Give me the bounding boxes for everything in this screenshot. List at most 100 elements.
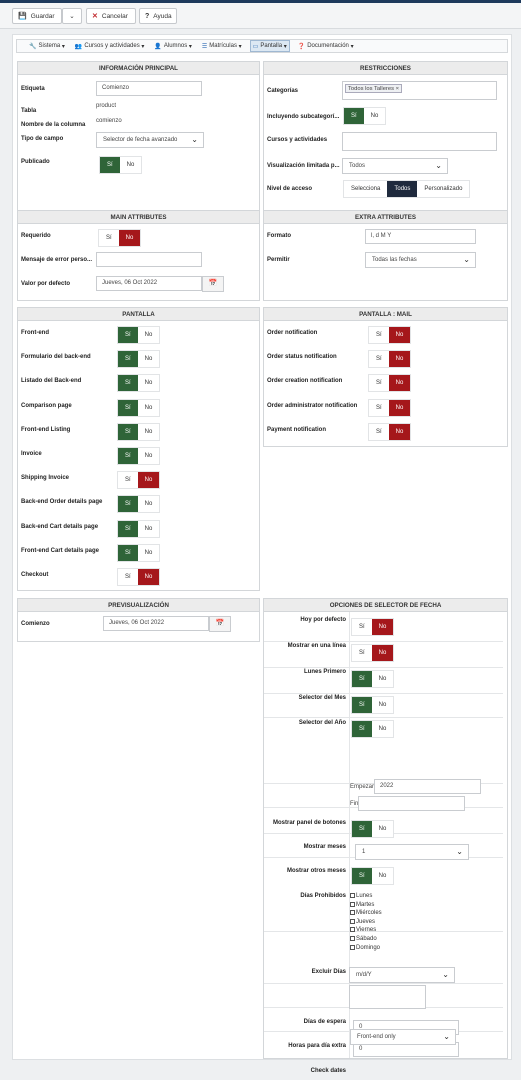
nivel-toggle[interactable]: Selecciona Todos Personalizado xyxy=(343,180,471,198)
toggle-no[interactable]: No xyxy=(388,423,411,440)
toggle-no[interactable]: No xyxy=(137,544,160,561)
checkbox-icon[interactable] xyxy=(350,918,355,924)
day-checkbox[interactable]: Viernes xyxy=(350,927,376,933)
preview-date-input[interactable]: Jueves, 06 Oct 2022 xyxy=(103,616,209,631)
yes-no-toggle[interactable]: Sí No xyxy=(117,350,161,369)
toggle-no[interactable]: No xyxy=(388,327,411,343)
yes-no-toggle[interactable]: Sí No xyxy=(368,374,412,393)
menu-item-sistema[interactable]: 🔧 Sistema ▾ xyxy=(29,43,65,50)
day-checkbox[interactable]: Jueves xyxy=(350,918,375,925)
toggle-no[interactable]: No xyxy=(388,399,411,416)
yes-no-toggle[interactable]: Sí No xyxy=(117,543,161,562)
day-checkbox[interactable]: Lunes xyxy=(350,893,372,899)
permitir-select[interactable]: Todas las fechas ⌄ xyxy=(365,252,476,268)
toggle-yes[interactable]: Sí xyxy=(369,375,389,392)
yes-no-toggle[interactable]: Sí No xyxy=(117,422,161,441)
toggle-no[interactable]: No xyxy=(137,448,160,464)
excluir-textarea[interactable] xyxy=(349,985,426,1009)
help-button[interactable]: ? Ayuda xyxy=(139,8,177,24)
yes-no-toggle[interactable]: Sí No xyxy=(117,495,161,514)
save-button[interactable]: 💾 Guardar xyxy=(12,8,62,24)
yes-no-toggle[interactable]: Sí No xyxy=(117,568,161,586)
day-checkbox[interactable]: Martes xyxy=(350,901,374,908)
toggle-yes[interactable]: Sí xyxy=(118,327,138,343)
toggle-no[interactable]: No xyxy=(137,327,160,343)
etiqueta-input[interactable]: Comienzo xyxy=(96,81,202,96)
checkbox-icon[interactable] xyxy=(350,936,355,941)
toggle-yes[interactable]: Sí xyxy=(118,351,138,368)
toggle-yes[interactable]: Sí xyxy=(118,399,138,416)
checkbox-icon[interactable] xyxy=(350,910,355,916)
cancel-button[interactable]: ✕ Cancelar xyxy=(86,8,136,24)
yes-no-toggle[interactable]: Sí No xyxy=(117,398,161,417)
menu-item-alumnos[interactable]: 👤 Alumnos ▾ xyxy=(154,43,192,50)
toggle-yes[interactable]: Sí xyxy=(118,375,138,392)
day-checkbox[interactable]: Domingo xyxy=(350,944,380,951)
menu-item-cursos[interactable]: 👥 Cursos y actividades ▾ xyxy=(74,43,145,50)
checkbox-icon[interactable] xyxy=(350,893,355,898)
visualizacion-select[interactable]: Todos ⌄ xyxy=(342,158,448,174)
tipo-select[interactable]: Selector de fecha avanzado ⌄ xyxy=(96,132,204,148)
menu-item-documentacion[interactable]: ❓ Documentación ▾ xyxy=(297,43,354,50)
defecto-input[interactable]: Jueves, 06 Oct 2022 xyxy=(96,276,202,291)
yes-no-toggle[interactable]: Sí No xyxy=(117,326,161,344)
toggle-yes[interactable]: Sí xyxy=(118,569,138,585)
toggle-yes[interactable]: Sí xyxy=(118,472,138,489)
linea-toggle[interactable]: Sí No xyxy=(351,644,395,662)
error-input[interactable] xyxy=(96,252,202,267)
yes-no-toggle[interactable]: Sí No xyxy=(117,471,161,490)
toggle-yes[interactable]: Sí xyxy=(369,327,389,343)
toggle-no[interactable]: No xyxy=(137,569,160,585)
toggle-yes[interactable]: Sí xyxy=(118,448,138,464)
day-checkbox[interactable]: Sábado xyxy=(350,936,377,942)
yes-no-toggle[interactable]: Sí No xyxy=(368,398,412,417)
categorias-input[interactable]: Todos los Talleres × xyxy=(342,81,497,100)
checkbox-icon[interactable] xyxy=(350,901,355,907)
yes-no-toggle[interactable]: Sí No xyxy=(368,350,412,369)
calendar-icon[interactable]: 📅 xyxy=(202,276,224,292)
toggle-no[interactable]: No xyxy=(388,375,411,392)
toggle-yes[interactable]: Sí xyxy=(369,399,389,416)
toggle-yes[interactable]: Sí xyxy=(118,544,138,561)
toggle-yes[interactable]: Sí xyxy=(118,423,138,440)
toggle-yes[interactable]: Sí xyxy=(369,351,389,368)
toggle-yes[interactable]: Sí xyxy=(369,423,389,440)
check-dates-select[interactable]: Front-end only ⌄ xyxy=(350,1029,456,1045)
yes-no-toggle[interactable]: Sí No xyxy=(117,374,161,393)
excluir-select[interactable]: m/d/Y ⌄ xyxy=(349,967,455,983)
save-options-dropdown[interactable]: ⌄ xyxy=(62,8,82,24)
calendar-icon[interactable]: 📅 xyxy=(209,616,231,632)
day-checkbox[interactable]: Miércoles xyxy=(350,910,382,916)
meses-select[interactable]: 1 ⌄ xyxy=(355,844,469,860)
menu-item-pantalla[interactable]: ▭ Pantalla ▾ xyxy=(249,40,290,52)
anio-toggle[interactable]: Sí No xyxy=(351,720,395,738)
subcategorias-toggle[interactable]: Sí No xyxy=(343,107,387,125)
publicado-toggle[interactable]: Sí No xyxy=(99,156,143,174)
otros-meses-toggle[interactable]: Sí No xyxy=(351,867,395,885)
toggle-no[interactable]: No xyxy=(137,423,160,440)
toggle-no[interactable]: No xyxy=(137,520,160,537)
empezar-input[interactable]: 2022 xyxy=(374,779,481,794)
requerido-toggle[interactable]: Sí No xyxy=(98,229,142,247)
toggle-no[interactable]: No xyxy=(137,472,160,489)
menu-item-matriculas[interactable]: ☰ Matrículas ▾ xyxy=(201,43,242,50)
formato-input[interactable]: l, d M Y xyxy=(365,229,476,244)
lunes-toggle[interactable]: Sí No xyxy=(351,670,395,688)
fin-input[interactable] xyxy=(358,796,465,811)
toggle-no[interactable]: No xyxy=(137,351,160,368)
toggle-no[interactable]: No xyxy=(137,496,160,513)
mes-toggle[interactable]: Sí No xyxy=(351,696,395,714)
toggle-no[interactable]: No xyxy=(137,399,160,416)
yes-no-toggle[interactable]: Sí No xyxy=(117,519,161,538)
panel-botones-toggle[interactable]: Sí No xyxy=(351,820,395,838)
toggle-no[interactable]: No xyxy=(137,375,160,392)
checkbox-icon[interactable] xyxy=(350,927,355,933)
toggle-yes[interactable]: Sí xyxy=(118,520,138,537)
checkbox-icon[interactable] xyxy=(350,944,355,950)
toggle-yes[interactable]: Sí xyxy=(118,496,138,513)
cursos-input[interactable] xyxy=(342,132,497,151)
category-tag[interactable]: Todos los Talleres × xyxy=(345,84,402,93)
yes-no-toggle[interactable]: Sí No xyxy=(368,422,412,441)
yes-no-toggle[interactable]: Sí No xyxy=(368,326,412,344)
yes-no-toggle[interactable]: Sí No xyxy=(117,447,161,465)
